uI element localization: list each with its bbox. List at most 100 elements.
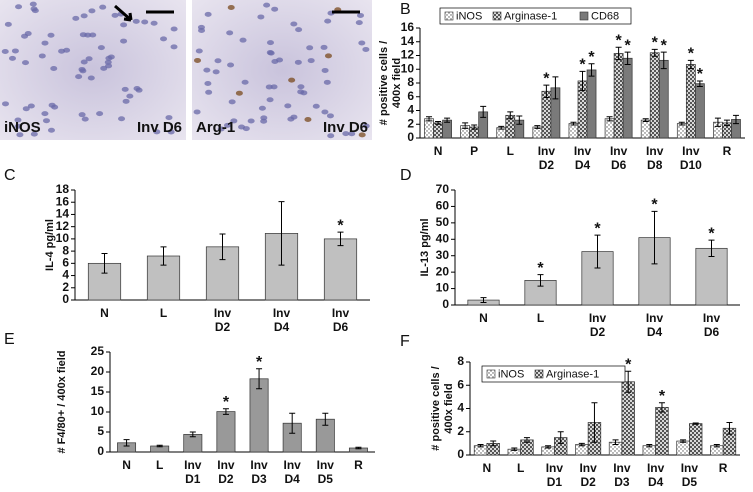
nucleus: [58, 48, 66, 54]
x-tick-label: R: [719, 461, 728, 475]
micrograph: [0, 0, 186, 140]
nucleus: [21, 60, 29, 66]
x-tick-label: L: [156, 458, 163, 472]
error-bar: [545, 445, 552, 449]
nucleus: [260, 118, 268, 124]
y-tick-label: 20: [91, 364, 105, 378]
error-bar: [642, 118, 649, 122]
error-bar: [624, 51, 631, 65]
nucleus: [111, 12, 119, 18]
y-tick-label: 40: [436, 231, 450, 245]
nucleus: [96, 111, 104, 117]
nucleus: [304, 117, 312, 123]
nucleus: [84, 32, 92, 38]
nucleus: [80, 59, 88, 65]
x-tick-label: R: [354, 458, 363, 472]
x-tick-label: Inv D6: [703, 311, 721, 339]
x-tick-label: Inv D5: [317, 458, 335, 486]
significance-mark: *: [625, 357, 632, 374]
nucleus: [297, 84, 305, 90]
legend-label: Arginase-1: [504, 10, 557, 22]
y-tick-label: 16: [401, 20, 415, 34]
error-bar: [498, 125, 505, 130]
nucleus: [295, 27, 303, 33]
x-tick-label: L: [507, 144, 514, 158]
error-bar: [591, 402, 598, 443]
nucleus: [89, 32, 97, 38]
nucleus: [355, 20, 363, 26]
nucleus: [228, 99, 236, 105]
nucleus: [266, 50, 274, 56]
error-bar: [511, 447, 518, 451]
nucleus: [266, 97, 274, 103]
y-tick-label: 2: [407, 116, 414, 130]
bar: [622, 57, 633, 139]
x-tick-label: Inv D1: [184, 458, 202, 486]
nucleus: [226, 30, 234, 36]
y-axis-label-line: # positive cells /: [378, 41, 390, 125]
x-tick-label: Inv D4: [574, 144, 592, 172]
x-tick-label: Inv D4: [647, 461, 665, 489]
bar: [695, 247, 728, 306]
error-bar: [588, 63, 595, 77]
bar: [676, 440, 690, 456]
error-bar: [480, 297, 487, 304]
error-bar: [322, 412, 329, 426]
y-tick-label: 70: [436, 182, 450, 196]
error-bar: [651, 210, 658, 265]
nucleus: [27, 103, 35, 109]
x-tick-label: Inv D1: [546, 461, 564, 489]
y-axis-label-line: 400x field: [391, 58, 403, 108]
error-bar: [219, 233, 226, 261]
error-bar: [612, 439, 619, 446]
error-bar: [660, 51, 667, 70]
legend-swatch: [486, 369, 496, 379]
x-tick-label: Inv D6: [610, 144, 628, 172]
significance-mark: *: [579, 57, 586, 74]
x-tick-label: Inv D4: [646, 311, 664, 339]
nucleus: [214, 58, 222, 64]
error-bar: [692, 422, 699, 425]
y-tick-label: 6: [457, 377, 464, 391]
error-bar: [355, 446, 362, 450]
y-tick-label: 5: [97, 424, 104, 438]
nucleus: [160, 36, 168, 42]
error-bar: [552, 76, 559, 100]
error-bar: [426, 116, 433, 122]
error-bar: [723, 119, 730, 127]
error-bar: [444, 117, 451, 123]
error-bar: [507, 111, 514, 120]
x-tick-label: Inv D6: [332, 306, 350, 334]
y-axis-label-line: IL-13 pg/ml: [419, 218, 431, 276]
nucleus: [227, 62, 235, 68]
y-tick-label: 10: [401, 61, 415, 75]
nucleus: [88, 8, 96, 14]
nucleus: [126, 93, 134, 99]
bar: [676, 123, 687, 139]
nucleus: [321, 109, 329, 115]
nucleus: [362, 123, 370, 129]
nucleus: [120, 38, 128, 44]
nucleus: [224, 122, 232, 128]
nucleus: [15, 4, 23, 10]
error-bar: [490, 440, 497, 447]
significance-mark: *: [256, 354, 263, 371]
y-tick-label: 0: [97, 444, 104, 458]
x-tick-label: Inv D3: [613, 461, 631, 489]
nucleus: [50, 65, 58, 71]
y-tick-label: 60: [436, 199, 450, 213]
nucleus: [193, 109, 201, 115]
bar: [694, 83, 705, 139]
nucleus: [239, 37, 247, 43]
nucleus: [121, 86, 129, 92]
legend-swatch: [534, 369, 544, 379]
nucleus: [132, 18, 140, 24]
image-caption: Inv D6: [323, 119, 368, 136]
bar: [586, 69, 597, 139]
nucleus: [75, 74, 83, 80]
nucleus: [170, 44, 178, 50]
nucleus: [81, 116, 89, 122]
y-tick-label: 6: [62, 256, 69, 270]
y-tick-label: 15: [91, 384, 105, 398]
y-tick-label: 4: [457, 401, 464, 415]
